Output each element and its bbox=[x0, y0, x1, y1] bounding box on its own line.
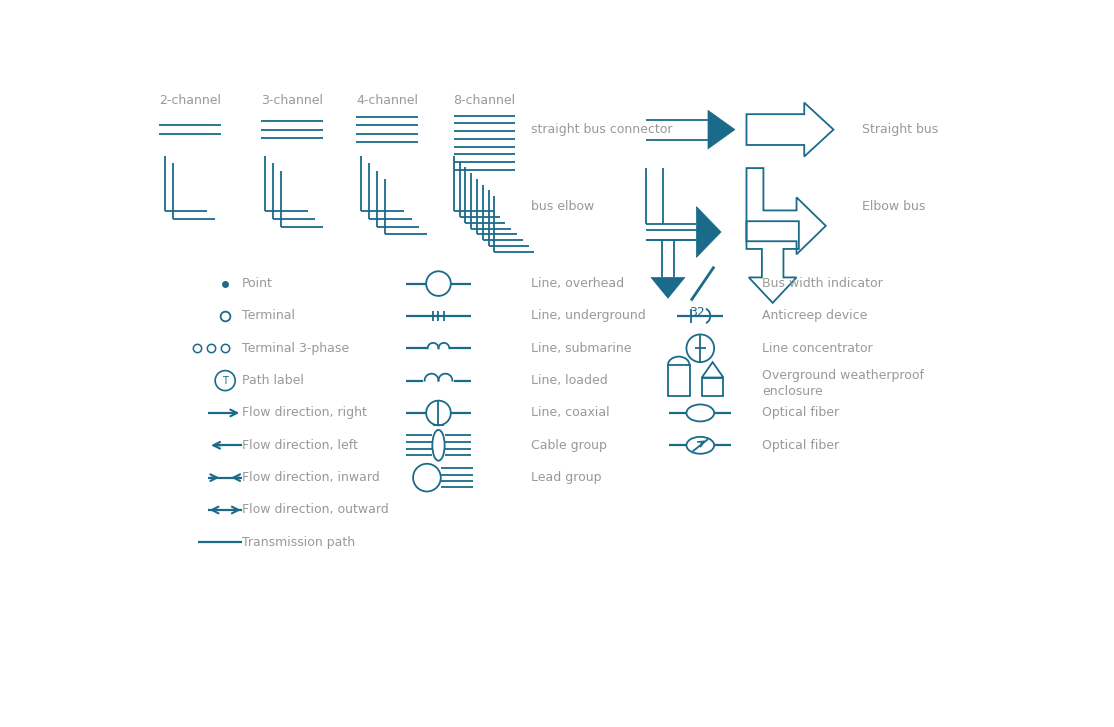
Text: bus elbow: bus elbow bbox=[531, 200, 594, 213]
Text: enclosure: enclosure bbox=[762, 385, 822, 398]
Text: Line, overhead: Line, overhead bbox=[531, 277, 624, 290]
Text: Terminal: Terminal bbox=[242, 310, 295, 323]
Text: Line concentrator: Line concentrator bbox=[762, 342, 872, 355]
Text: Line, loaded: Line, loaded bbox=[531, 374, 607, 387]
Text: Terminal 3-phase: Terminal 3-phase bbox=[242, 342, 350, 355]
Text: 3-channel: 3-channel bbox=[261, 94, 323, 107]
Text: Transmission path: Transmission path bbox=[242, 536, 355, 549]
Text: Point: Point bbox=[242, 277, 273, 290]
Text: Overground weatherproof: Overground weatherproof bbox=[762, 369, 924, 382]
Text: 4-channel: 4-channel bbox=[355, 94, 418, 107]
Bar bbox=[702, 377, 723, 396]
Text: Line, underground: Line, underground bbox=[531, 310, 646, 323]
Text: Flow direction, left: Flow direction, left bbox=[242, 439, 358, 451]
Text: Flow direction, inward: Flow direction, inward bbox=[242, 471, 380, 484]
Polygon shape bbox=[696, 206, 721, 257]
Text: Straight bus: Straight bus bbox=[862, 123, 938, 136]
Text: 8-channel: 8-channel bbox=[453, 94, 516, 107]
Text: 32: 32 bbox=[690, 306, 705, 319]
Text: Flow direction, right: Flow direction, right bbox=[242, 406, 367, 419]
Text: Lead group: Lead group bbox=[531, 471, 602, 484]
Text: Bus width indicator: Bus width indicator bbox=[762, 277, 882, 290]
Text: Optical fiber: Optical fiber bbox=[762, 406, 839, 419]
Text: Cable group: Cable group bbox=[531, 439, 607, 451]
Polygon shape bbox=[651, 278, 685, 298]
Text: Line, submarine: Line, submarine bbox=[531, 342, 632, 355]
Text: 2-channel: 2-channel bbox=[159, 94, 221, 107]
Text: Elbow bus: Elbow bus bbox=[862, 200, 926, 213]
Text: T: T bbox=[223, 376, 228, 385]
Polygon shape bbox=[709, 111, 735, 149]
Text: Flow direction, outward: Flow direction, outward bbox=[242, 504, 389, 516]
Bar bbox=[668, 365, 690, 396]
Text: Anticreep device: Anticreep device bbox=[762, 310, 868, 323]
Text: Line, coaxial: Line, coaxial bbox=[531, 406, 609, 419]
Text: Optical fiber: Optical fiber bbox=[762, 439, 839, 451]
Text: Path label: Path label bbox=[242, 374, 304, 387]
Text: straight bus connector: straight bus connector bbox=[531, 123, 673, 136]
